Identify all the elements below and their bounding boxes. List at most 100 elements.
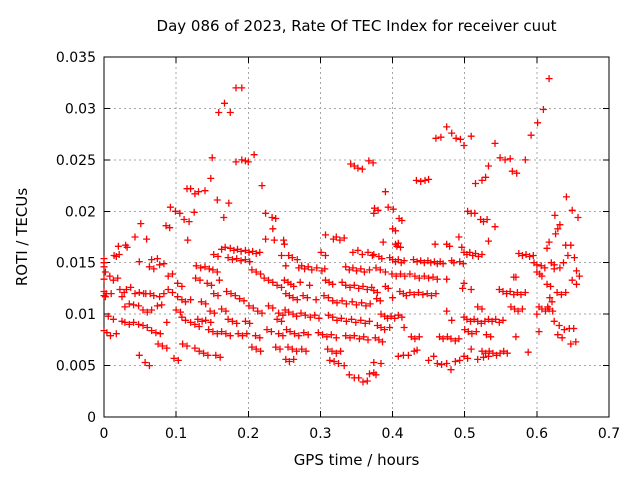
data-point-marker — [190, 208, 198, 216]
data-point-marker — [333, 299, 341, 307]
data-point-marker — [163, 318, 171, 326]
data-point-marker — [278, 252, 285, 259]
data-point-marker — [201, 187, 209, 195]
data-point-marker — [376, 297, 384, 305]
data-point-marker — [146, 290, 154, 298]
data-point-marker — [270, 236, 278, 244]
data-point-marker — [552, 230, 560, 238]
data-point-marker — [245, 302, 253, 310]
data-point-marker — [396, 288, 404, 295]
data-point-marker — [358, 251, 366, 258]
data-point-marker — [534, 119, 542, 127]
data-point-marker — [495, 286, 503, 293]
data-point-marker — [130, 318, 138, 326]
data-point-marker — [438, 361, 446, 368]
y-tick-label: 0.03 — [65, 101, 96, 117]
data-point-marker — [378, 255, 386, 263]
data-point-marker — [389, 205, 397, 213]
data-point-marker — [328, 347, 336, 355]
data-point-marker — [353, 301, 360, 309]
data-point-marker — [319, 331, 327, 339]
data-point-marker — [570, 254, 578, 262]
data-point-marker — [470, 315, 478, 323]
data-point-marker — [109, 315, 117, 323]
data-point-marker — [153, 255, 161, 263]
data-point-marker — [308, 266, 316, 274]
data-point-marker — [458, 243, 466, 251]
data-point-marker — [293, 312, 301, 320]
data-point-marker — [315, 314, 323, 322]
data-point-marker — [174, 279, 182, 287]
data-point-marker — [562, 289, 570, 296]
data-point-marker — [556, 221, 564, 229]
data-point-marker — [321, 265, 329, 273]
data-point-marker — [187, 296, 195, 304]
data-point-marker — [241, 246, 249, 254]
data-point-marker — [227, 290, 235, 298]
data-point-marker — [178, 296, 186, 304]
data-point-marker — [228, 256, 236, 264]
data-point-marker — [472, 328, 480, 336]
data-point-marker — [301, 265, 309, 273]
data-point-marker — [433, 275, 441, 283]
data-point-marker — [372, 264, 380, 272]
data-point-marker — [118, 293, 126, 301]
data-point-marker — [178, 282, 186, 290]
data-point-marker — [456, 356, 464, 364]
data-point-marker — [285, 308, 293, 316]
data-point-marker — [345, 371, 353, 379]
data-point-marker — [446, 242, 454, 250]
data-point-marker — [312, 296, 320, 304]
data-point-marker — [417, 178, 425, 185]
data-point-marker — [482, 331, 490, 339]
data-point-marker — [104, 312, 112, 320]
data-point-marker — [373, 295, 381, 303]
data-point-marker — [376, 266, 384, 274]
data-point-marker — [500, 347, 508, 355]
data-point-marker — [489, 349, 497, 357]
x-tick-label: 0.2 — [237, 426, 259, 442]
data-point-marker — [363, 286, 371, 293]
data-point-marker — [357, 265, 365, 273]
data-point-marker — [249, 304, 257, 312]
data-point-marker — [325, 278, 333, 286]
data-point-marker — [279, 332, 287, 340]
data-point-marker — [480, 353, 487, 361]
data-point-marker — [406, 270, 414, 278]
data-point-marker — [481, 317, 489, 325]
data-point-marker — [221, 243, 229, 251]
data-point-marker — [139, 322, 147, 329]
data-point-marker — [195, 188, 202, 196]
data-point-marker — [281, 306, 289, 314]
data-point-marker — [460, 352, 468, 360]
data-point-marker — [125, 320, 133, 328]
data-point-marker — [455, 233, 463, 241]
data-point-marker — [468, 330, 476, 338]
data-point-marker — [377, 324, 385, 331]
data-point-marker — [195, 323, 203, 330]
data-point-marker — [371, 204, 378, 212]
data-point-marker — [103, 329, 111, 337]
data-point-marker — [423, 290, 431, 298]
data-point-marker — [447, 366, 455, 374]
data-point-marker — [474, 355, 482, 363]
data-point-marker — [555, 322, 563, 329]
data-point-marker — [492, 315, 500, 323]
data-point-marker — [366, 370, 373, 378]
data-point-marker — [172, 306, 180, 314]
data-point-marker — [513, 169, 521, 177]
data-point-marker — [543, 280, 551, 288]
data-point-marker — [342, 317, 350, 325]
data-point-marker — [361, 319, 369, 327]
data-point-marker — [332, 334, 340, 342]
data-point-marker — [295, 332, 303, 340]
data-point-marker — [521, 156, 529, 164]
data-point-marker — [234, 245, 241, 253]
data-point-marker — [480, 218, 487, 226]
data-point-marker — [187, 185, 195, 193]
data-point-marker — [249, 247, 257, 255]
data-point-marker — [320, 292, 328, 300]
data-point-marker — [100, 263, 108, 271]
data-point-marker — [174, 293, 182, 301]
